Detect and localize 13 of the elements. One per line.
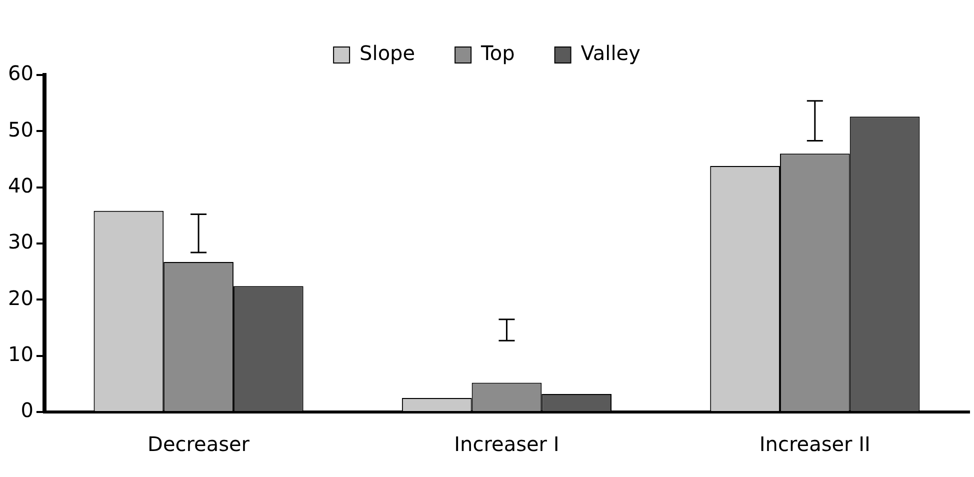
- legend-label: Valley: [580, 41, 641, 66]
- x-tick-label: Increaser II: [759, 432, 870, 456]
- legend-label: Slope: [360, 41, 416, 66]
- legend-label: Top: [480, 41, 515, 66]
- y-tick-label: 10: [8, 342, 34, 366]
- y-tick-label: 0: [20, 398, 34, 422]
- y-tick-label: 20: [8, 286, 34, 310]
- y-tick-label: 50: [8, 117, 34, 142]
- y-tick-label: 30: [8, 230, 34, 254]
- x-tick-label: Increaser I: [454, 432, 560, 456]
- y-tick-label: 40: [8, 174, 34, 198]
- x-tick-label: Decreaser: [148, 432, 250, 456]
- y-tick-label: 60: [8, 61, 34, 86]
